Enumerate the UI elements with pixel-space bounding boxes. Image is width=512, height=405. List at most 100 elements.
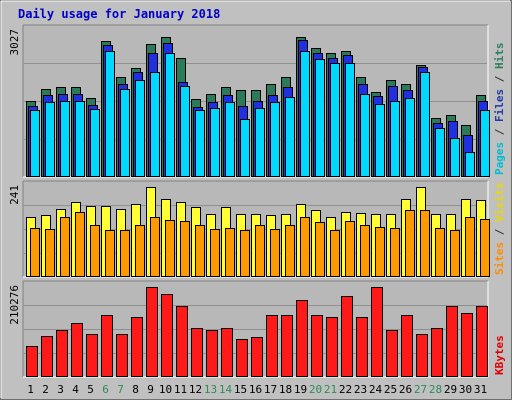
bar-sites-day-27 [420,210,430,277]
x-tick-label-day-1: 1 [27,383,34,396]
bar-pages-day-12 [195,110,205,177]
chart-title: Daily usage for January 2018 [18,7,220,21]
x-tick-label-day-22: 22 [339,383,352,396]
bar-kbytes-day-3 [56,330,68,377]
bar-sites-day-5 [90,225,100,277]
bar-sites-day-21 [330,230,340,277]
x-tick-label-day-4: 4 [72,383,79,396]
x-tick-label-day-23: 23 [354,383,367,396]
legend-mid: Sites / Visits [493,182,506,275]
bar-pages-day-25 [390,101,400,177]
bar-pages-day-27 [420,72,430,177]
bar-kbytes-day-26 [401,315,413,377]
bar-pages-day-17 [270,102,280,177]
x-tick-label-day-16: 16 [249,383,262,396]
bar-sites-day-3 [60,217,70,277]
bar-sites-day-20 [315,222,325,277]
bar-kbytes-day-8 [131,317,143,377]
bar-sites-day-12 [195,225,205,277]
y-max-label: 210276 [8,285,21,325]
x-tick-label-day-14: 14 [219,383,233,396]
bar-kbytes-day-17 [266,315,278,377]
bar-sites-day-2 [45,229,55,277]
bar-pages-day-10 [165,53,175,177]
bar-kbytes-day-20 [311,315,323,377]
bar-sites-day-11 [180,221,190,277]
bar-sites-day-30 [465,217,475,277]
bar-pages-day-16 [255,108,265,177]
bar-sites-day-9 [150,217,160,277]
legend-item: Hits [493,43,506,70]
legend-item: Pages [493,142,506,175]
bar-pages-day-24 [375,104,385,177]
bar-pages-day-18 [285,97,295,177]
bar-sites-day-8 [135,225,145,277]
legend-item: / [493,122,506,142]
x-tick-label-day-27: 27 [414,383,427,396]
panel-top: 3027 Pages / Files / Hits [8,24,506,178]
bar-kbytes-day-31 [476,306,488,377]
bar-pages-day-29 [450,138,460,177]
x-tick-label-day-19: 19 [294,383,307,396]
bar-kbytes-day-29 [446,306,458,377]
bar-kbytes-day-14 [221,328,233,377]
bar-sites-day-10 [165,220,175,277]
bar-pages-day-1 [30,110,40,177]
x-tick-label-day-15: 15 [234,383,247,396]
bar-sites-day-1 [30,228,40,277]
x-tick-label-day-28: 28 [429,383,442,396]
bar-pages-day-26 [405,98,415,177]
bar-pages-day-4 [75,101,85,177]
bar-pages-day-15 [240,119,250,177]
bar-sites-day-4 [75,212,85,277]
y-max-label: 241 [8,185,21,205]
bar-kbytes-day-7 [116,334,128,377]
bar-sites-day-18 [285,225,295,277]
x-tick-label-day-17: 17 [264,383,277,396]
bar-kbytes-day-19 [296,300,308,377]
bar-sites-day-15 [240,230,250,277]
bar-kbytes-day-6 [101,315,113,377]
bar-pages-day-19 [300,51,310,177]
x-tick-label-day-29: 29 [444,383,457,396]
x-tick-label-day-20: 20 [309,383,322,396]
panel-bot: 210276 KBytes [8,280,506,378]
bar-sites-day-28 [435,228,445,277]
legend-item: Sites [493,242,506,275]
x-tick-label-day-13: 13 [204,383,217,396]
bar-pages-day-23 [360,94,370,177]
legend-item: Files [493,89,506,122]
bar-pages-day-8 [135,80,145,177]
x-tick-label-day-30: 30 [459,383,472,396]
bar-kbytes-day-27 [416,334,428,377]
x-tick-label-day-7: 7 [117,383,124,396]
bar-pages-day-31 [480,110,490,177]
bar-pages-day-2 [45,102,55,177]
legend-top: Pages / Files / Hits [493,43,506,176]
bar-pages-day-28 [435,128,445,177]
x-tick-label-day-11: 11 [174,383,187,396]
bar-kbytes-day-30 [461,313,473,377]
x-tick-label-day-12: 12 [189,383,202,396]
legend-item: / [493,222,506,242]
bar-kbytes-day-25 [386,330,398,377]
x-tick-label-day-5: 5 [87,383,94,396]
legend-item: KBytes [493,335,506,375]
bar-kbytes-day-21 [326,317,338,377]
x-tick-label-day-18: 18 [279,383,292,396]
bar-sites-day-25 [390,228,400,277]
bar-sites-day-23 [360,225,370,277]
x-tick-label-day-24: 24 [369,383,383,396]
bar-sites-day-26 [405,210,415,277]
bar-sites-day-19 [300,217,310,277]
bar-kbytes-day-1 [26,346,38,377]
x-tick-label-day-3: 3 [57,383,64,396]
bar-sites-day-7 [120,230,130,277]
bar-sites-day-29 [450,230,460,277]
bar-kbytes-day-22 [341,296,353,377]
bar-sites-day-6 [105,230,115,277]
bar-kbytes-day-13 [206,330,218,377]
y-max-label: 3027 [8,29,21,56]
bar-kbytes-day-10 [161,294,173,377]
